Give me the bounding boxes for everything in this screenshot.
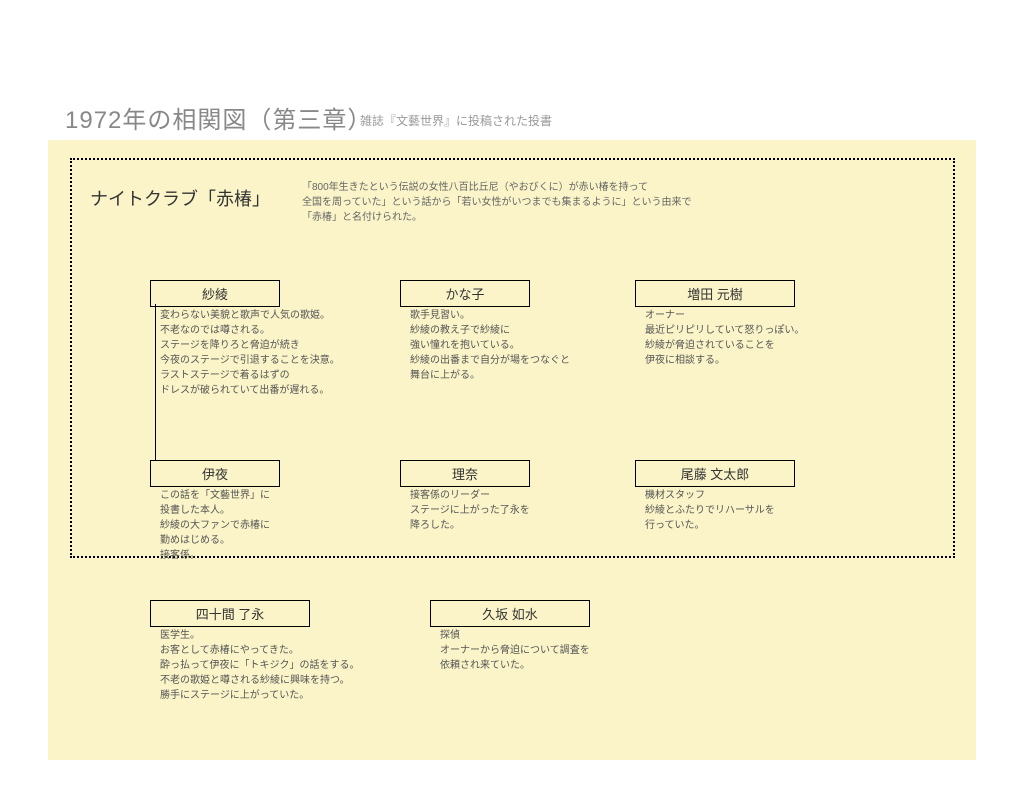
connector-saya-iyo [155,304,156,460]
char-desc-kusaka: 探偵 オーナーから脅迫について調査を 依頼され来ていた。 [440,628,590,673]
char-box-bito: 尾藤 文太郎 [635,460,795,487]
char-box-kusaka: 久坂 如水 [430,600,590,627]
char-desc-saya: 変わらない美貌と歌声で人気の歌姫。 不老なのでは噂される。 ステージを降りろと脅… [160,308,340,398]
section-desc: 「800年生きたという伝説の女性八百比丘尼（やおびくに）が赤い椿を持って 全国を… [302,180,692,225]
char-box-rina: 理奈 [400,460,530,487]
char-desc-masuda: オーナー 最近ピリピリしていて怒りっぽい。 紗綾が脅迫されていることを 伊夜に相… [645,308,804,368]
char-desc-iyo: この話を「文藝世界」に 投書した本人。 紗綾の大ファンで赤椿に 勤めはじめる。 … [160,488,270,563]
page-title: 1972年の相関図（第三章） [65,100,372,135]
char-desc-rina: 接客係のリーダー ステージに上がった了永を 降ろした。 [410,488,530,533]
page-subtitle: 雑誌『文藝世界』に投稿された投書 [360,112,552,129]
char-desc-shijuma: 医学生。 お客として赤椿にやってきた。 酔っ払って伊夜に「トキジク」の話をする。… [160,628,360,703]
char-desc-bito: 機材スタッフ 紗綾とふたりでリハーサルを 行っていた。 [645,488,775,533]
char-box-shijuma: 四十間 了永 [150,600,310,627]
char-box-kanako: かな子 [400,280,530,307]
section-title: ナイトクラブ「赤椿」 [90,185,270,211]
char-box-iyo: 伊夜 [150,460,280,487]
char-desc-kanako: 歌手見習い。 紗綾の教え子で紗綾に 強い憧れを抱いている。 紗綾の出番まで自分が… [410,308,570,383]
char-box-masuda: 増田 元樹 [635,280,795,307]
char-box-saya: 紗綾 [150,280,280,307]
